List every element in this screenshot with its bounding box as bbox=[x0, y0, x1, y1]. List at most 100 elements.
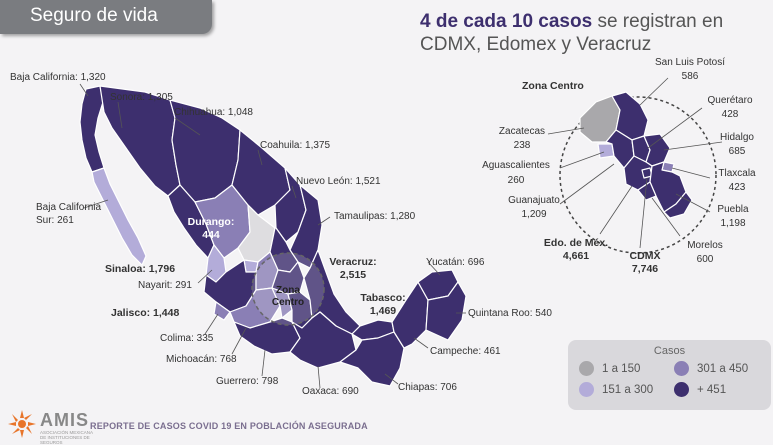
legend-label-3: 151 a 300 bbox=[602, 384, 654, 396]
footer-brand: AMIS bbox=[40, 410, 89, 430]
leader-inset-edomex bbox=[599, 185, 633, 235]
leader-inset-puebla bbox=[675, 193, 711, 213]
inset-title: Zona Centro bbox=[522, 80, 584, 92]
inset-label-puebla-2: 1,198 bbox=[720, 218, 746, 229]
region-quintana-roo bbox=[425, 281, 467, 341]
region-colima bbox=[213, 301, 231, 321]
inset-label-edomex-1: Edo. de Méx. bbox=[543, 237, 609, 249]
leader-chiapas bbox=[384, 373, 399, 385]
legend-swatch-3 bbox=[579, 382, 594, 397]
amis-logo-icon bbox=[8, 410, 36, 438]
label-jalisco: Jalisco: 1,448 bbox=[111, 307, 180, 319]
leader-michoacan bbox=[231, 327, 247, 355]
leader-nayarit bbox=[197, 269, 213, 284]
legend-label-1: 1 a 150 bbox=[602, 363, 641, 375]
leader-nuevo-leon bbox=[291, 185, 297, 199]
label-zona-centro-1: Zona bbox=[276, 285, 300, 296]
leader-inset-queretaro bbox=[647, 107, 703, 149]
inset-label-morelos-2: 600 bbox=[696, 254, 714, 265]
section-tag-label: Seguro de vida bbox=[30, 5, 158, 26]
leader-coahuila bbox=[257, 149, 263, 166]
label-chiapas: Chiapas: 706 bbox=[398, 382, 457, 393]
label-michoacan: Michoacán: 768 bbox=[166, 354, 237, 365]
inset-label-zacatecas-1: Zacatecas bbox=[498, 126, 546, 137]
inset-label-tlaxcala-1: Tlaxcala bbox=[718, 168, 756, 179]
inset-label-tlaxcala-2: 423 bbox=[728, 182, 746, 193]
region-baja-california-sur bbox=[91, 167, 147, 266]
leader-inset-morelos bbox=[651, 197, 681, 237]
label-durango-2: 444 bbox=[202, 229, 220, 241]
leader-baja-california bbox=[79, 83, 89, 97]
leader-inset-hidalgo bbox=[663, 141, 723, 151]
label-quintana-roo: Quintana Roo: 540 bbox=[468, 308, 552, 319]
inset-label-zacatecas-2: 238 bbox=[513, 140, 531, 151]
label-colima: Colima: 335 bbox=[160, 333, 214, 344]
region-edomex-cdmx bbox=[271, 287, 293, 319]
legend-label-4: + 451 bbox=[697, 384, 727, 396]
leader-inset-aguascalientes bbox=[559, 151, 605, 169]
label-tabasco-2: 1,469 bbox=[369, 305, 397, 317]
legend: Casos 1 a 150 301 a 450 151 a 300 + 451 bbox=[568, 340, 771, 410]
label-coahuila: Coahuila: 1,375 bbox=[260, 140, 331, 151]
region-chiapas bbox=[339, 331, 405, 387]
zona-centro-marker bbox=[251, 252, 325, 326]
leader-sonora bbox=[117, 101, 123, 129]
label-oaxaca: Oaxaca: 690 bbox=[302, 386, 359, 397]
leader-colima bbox=[204, 313, 219, 335]
legend-swatch-4 bbox=[674, 382, 689, 397]
footer-report-title: REPORTE DE CASOS COVID 19 EN POBLACIÓN A… bbox=[90, 421, 368, 431]
legend-swatch-2 bbox=[674, 361, 689, 376]
leader-inset-zacatecas bbox=[547, 127, 585, 135]
headline-bold: 4 de cada 10 casos bbox=[420, 11, 593, 32]
label-nayarit: Nayarit: 291 bbox=[138, 280, 192, 291]
leader-inset-tlaxcala bbox=[671, 167, 711, 179]
inset-label-cdmx-1: CDMX bbox=[629, 250, 661, 262]
legend-title: Casos bbox=[653, 345, 686, 357]
inset-label-slp-1: San Luis Potosí bbox=[654, 57, 726, 68]
inset-label-aguascalientes-1: Aguascalientes bbox=[482, 160, 550, 171]
inset-label-guanajuato-2: 1,209 bbox=[521, 209, 547, 220]
label-nuevo-leon: Nuevo León: 1,521 bbox=[296, 176, 381, 187]
inset-aguascalientes bbox=[597, 143, 615, 159]
leader-inset-cdmx bbox=[639, 177, 648, 249]
label-veracruz-1: Veracruz: bbox=[329, 256, 377, 268]
region-coahuila bbox=[231, 129, 291, 216]
legend-label-2: 301 a 450 bbox=[697, 363, 749, 375]
section-tag: Seguro de vida bbox=[0, 0, 212, 34]
inset-label-guanajuato-1: Guanajuato bbox=[508, 195, 560, 206]
inset-label-queretaro-2: 428 bbox=[721, 109, 739, 120]
label-tabasco-1: Tabasco: bbox=[360, 292, 406, 304]
legend-swatch-1 bbox=[579, 361, 594, 376]
inset-label-aguascalientes-2: 260 bbox=[507, 175, 525, 186]
label-sinaloa: Sinaloa: 1,796 bbox=[105, 263, 176, 275]
label-tamaulipas: Tamaulipas: 1,280 bbox=[334, 211, 416, 222]
leader-guerrero bbox=[261, 349, 266, 377]
label-veracruz-2: 2,515 bbox=[339, 269, 367, 281]
leader-inset-guanajuato bbox=[559, 163, 615, 205]
inset-label-hidalgo-1: Hidalgo bbox=[720, 132, 754, 143]
leader-chihuahua bbox=[174, 117, 201, 136]
inset-label-edomex-2: 4,661 bbox=[562, 250, 590, 262]
inset-label-queretaro-1: Querétaro bbox=[707, 95, 753, 106]
region-baja-california bbox=[79, 85, 105, 173]
inset-label-cdmx-2: 7,746 bbox=[631, 263, 659, 275]
leader-tamaulipas bbox=[317, 216, 331, 226]
inset-label-slp-2: 586 bbox=[681, 71, 699, 82]
leader-oaxaca bbox=[317, 365, 321, 389]
label-yucatan: Yucatán: 696 bbox=[426, 257, 485, 268]
inset-circle bbox=[559, 96, 717, 254]
leader-campeche bbox=[413, 337, 429, 349]
label-zona-centro-2: Centro bbox=[271, 297, 305, 308]
inset-label-morelos-1: Morelos bbox=[687, 240, 723, 251]
label-durango-1: Durango: bbox=[187, 216, 235, 228]
label-campeche: Campeche: 461 bbox=[430, 346, 501, 357]
inset-label-hidalgo-2: 685 bbox=[728, 146, 746, 157]
inset-label-puebla-1: Puebla bbox=[717, 204, 749, 215]
leader-yucatan bbox=[427, 261, 441, 276]
headline: 4 de cada 10 casos se registran en CDMX,… bbox=[420, 10, 770, 56]
leader-bcs bbox=[83, 199, 109, 209]
label-guerrero: Guerrero: 798 bbox=[216, 376, 279, 387]
label-bcs-2: Sur: 261 bbox=[36, 215, 74, 226]
leader-inset-slp bbox=[639, 77, 669, 106]
